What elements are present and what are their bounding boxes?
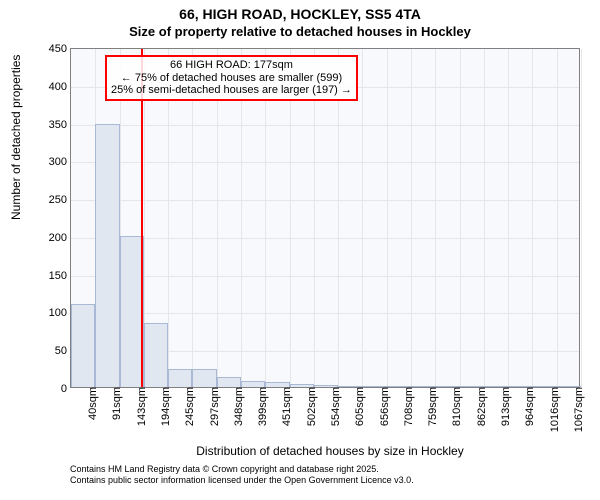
- histogram-bar: [290, 384, 314, 387]
- y-tick-label: 450: [49, 43, 71, 55]
- histogram-bar: [362, 386, 386, 388]
- x-tick-label: 297sqm: [205, 387, 221, 426]
- gridline-v: [581, 49, 582, 387]
- x-tick-label: 451sqm: [277, 387, 293, 426]
- gridline-h: [71, 125, 579, 126]
- histogram-bar: [435, 386, 459, 387]
- histogram-bar: [95, 124, 119, 387]
- x-tick-label: 245sqm: [180, 387, 196, 426]
- histogram-bar: [265, 382, 289, 387]
- callout-box: 66 HIGH ROAD: 177sqm← 75% of detached ho…: [105, 55, 358, 101]
- histogram-bar: [144, 323, 168, 387]
- histogram-bar: [168, 369, 192, 387]
- chart-title-sub: Size of property relative to detached ho…: [0, 24, 600, 39]
- attribution-line2: Contains public sector information licen…: [70, 475, 590, 486]
- x-tick-label: 399sqm: [253, 387, 269, 426]
- histogram-bar: [532, 386, 556, 387]
- x-tick-label: 40sqm: [83, 387, 99, 420]
- x-tick-label: 656sqm: [375, 387, 391, 426]
- histogram-bar: [71, 304, 95, 387]
- attribution: Contains HM Land Registry data © Crown c…: [70, 464, 590, 486]
- histogram-bar: [338, 386, 362, 388]
- callout-line3: 25% of semi-detached houses are larger (…: [111, 84, 352, 97]
- callout-line1: 66 HIGH ROAD: 177sqm: [111, 59, 352, 72]
- histogram-bar: [314, 385, 338, 387]
- y-tick-label: 200: [49, 232, 71, 244]
- x-tick-label: 964sqm: [520, 387, 536, 426]
- x-tick-label: 194sqm: [156, 387, 172, 426]
- gridline-h: [71, 200, 579, 201]
- chart-title-main: 66, HIGH ROAD, HOCKLEY, SS5 4TA: [0, 6, 600, 22]
- histogram-bar: [460, 386, 484, 387]
- x-tick-label: 502sqm: [302, 387, 318, 426]
- x-tick-label: 605sqm: [350, 387, 366, 426]
- x-tick-label: 913sqm: [496, 387, 512, 426]
- histogram-bar: [557, 386, 581, 387]
- x-tick-label: 91sqm: [107, 387, 123, 420]
- gridline-h: [71, 313, 579, 314]
- histogram-bar: [192, 369, 216, 387]
- chart-container: 66, HIGH ROAD, HOCKLEY, SS5 4TA Size of …: [0, 0, 600, 500]
- histogram-bar: [120, 236, 144, 387]
- gridline-v: [411, 49, 412, 387]
- x-axis-label: Distribution of detached houses by size …: [70, 444, 590, 458]
- x-tick-label: 708sqm: [399, 387, 415, 426]
- gridline-h: [71, 276, 579, 277]
- x-tick-label: 348sqm: [229, 387, 245, 426]
- y-tick-label: 150: [49, 270, 71, 282]
- histogram-bar: [217, 377, 241, 387]
- histogram-bar: [508, 386, 532, 387]
- attribution-line1: Contains HM Land Registry data © Crown c…: [70, 464, 590, 475]
- gridline-v: [532, 49, 533, 387]
- gridline-v: [508, 49, 509, 387]
- gridline-v: [460, 49, 461, 387]
- y-axis-label: Number of detached properties: [9, 55, 23, 220]
- y-tick-label: 50: [55, 345, 71, 357]
- y-tick-label: 350: [49, 119, 71, 131]
- y-tick-label: 0: [61, 383, 71, 395]
- histogram-bar: [411, 386, 435, 387]
- x-tick-label: 1067sqm: [569, 387, 585, 432]
- gridline-v: [387, 49, 388, 387]
- y-tick-label: 400: [49, 81, 71, 93]
- x-tick-label: 759sqm: [423, 387, 439, 426]
- y-tick-label: 250: [49, 194, 71, 206]
- histogram-bar: [387, 386, 411, 388]
- plot-area: 05010015020025030035040045040sqm91sqm143…: [70, 48, 580, 388]
- gridline-v: [435, 49, 436, 387]
- gridline-h: [71, 238, 579, 239]
- x-tick-label: 1016sqm: [545, 387, 561, 432]
- histogram-bar: [484, 386, 508, 387]
- y-tick-label: 100: [49, 307, 71, 319]
- histogram-bar: [241, 381, 265, 387]
- callout-line2: ← 75% of detached houses are smaller (59…: [111, 72, 352, 85]
- gridline-v: [362, 49, 363, 387]
- gridline-v: [484, 49, 485, 387]
- gridline-h: [71, 162, 579, 163]
- x-tick-label: 862sqm: [472, 387, 488, 426]
- x-tick-label: 554sqm: [326, 387, 342, 426]
- y-tick-label: 300: [49, 156, 71, 168]
- gridline-v: [557, 49, 558, 387]
- x-tick-label: 143sqm: [132, 387, 148, 426]
- x-tick-label: 810sqm: [447, 387, 463, 426]
